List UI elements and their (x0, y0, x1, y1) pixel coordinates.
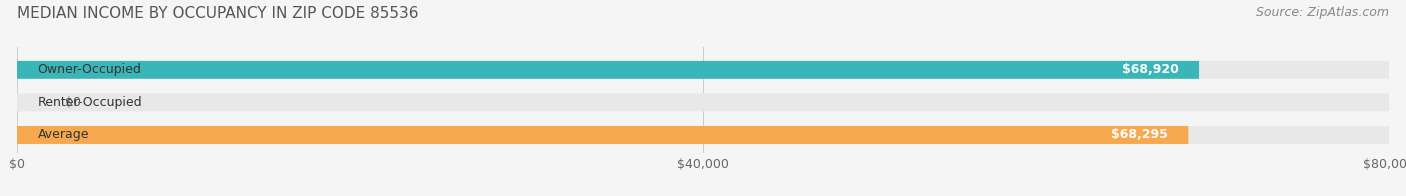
Text: $68,295: $68,295 (1111, 128, 1168, 142)
Text: Average: Average (38, 128, 89, 142)
FancyBboxPatch shape (17, 61, 1389, 79)
FancyBboxPatch shape (17, 126, 1389, 144)
Text: $68,920: $68,920 (1122, 63, 1178, 76)
Text: Renter-Occupied: Renter-Occupied (38, 96, 142, 109)
Text: $0: $0 (65, 96, 82, 109)
Text: Owner-Occupied: Owner-Occupied (38, 63, 142, 76)
Text: Source: ZipAtlas.com: Source: ZipAtlas.com (1256, 6, 1389, 19)
FancyBboxPatch shape (17, 61, 1199, 79)
FancyBboxPatch shape (17, 126, 1188, 144)
Text: MEDIAN INCOME BY OCCUPANCY IN ZIP CODE 85536: MEDIAN INCOME BY OCCUPANCY IN ZIP CODE 8… (17, 6, 419, 21)
FancyBboxPatch shape (17, 93, 1389, 111)
